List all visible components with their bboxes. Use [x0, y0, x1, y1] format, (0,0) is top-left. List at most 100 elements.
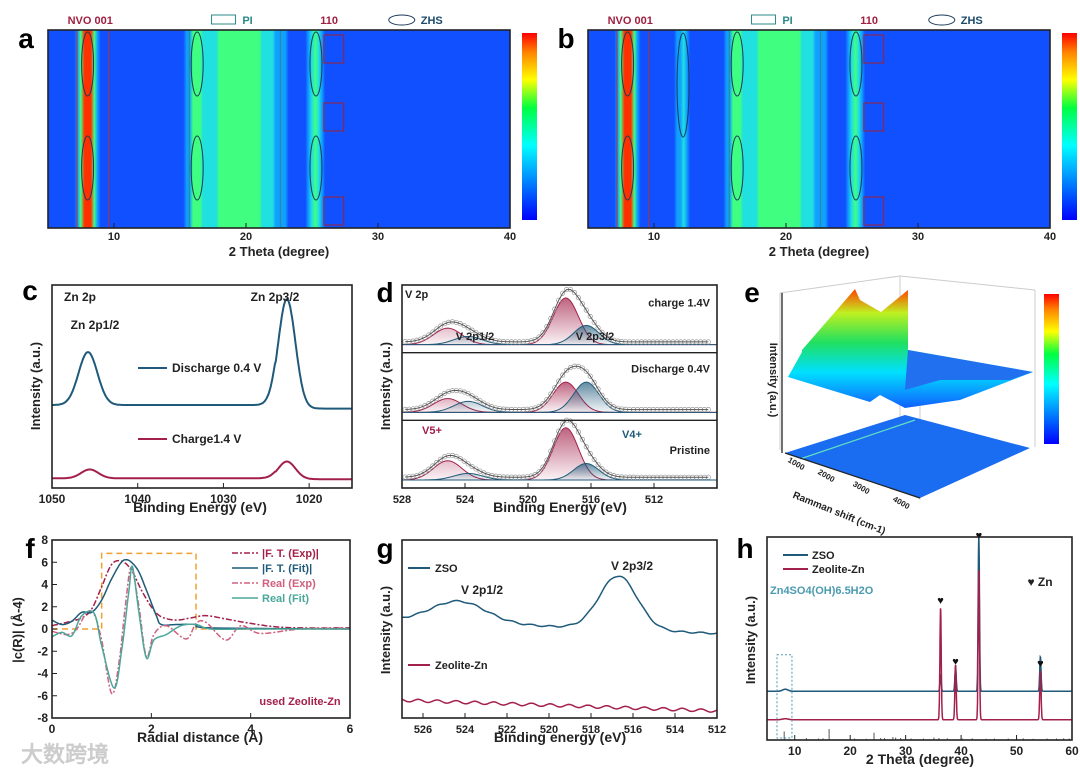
zhs-ellipse — [676, 32, 690, 138]
zhs-ellipse — [621, 135, 635, 201]
legend-label: ZSO — [435, 563, 458, 575]
data-point — [583, 307, 589, 313]
x-axis-title: 2 Theta (degree) — [866, 751, 974, 767]
data-point — [579, 301, 585, 307]
data-point — [438, 323, 444, 329]
panel-g: g ZSO Zeolite-Zn 526 524 522 520 518 516 514 512 V … — [376, 533, 726, 745]
x-tick-label: 524 — [456, 494, 475, 506]
panel-title: Zn 2p — [64, 290, 96, 304]
data-point — [591, 379, 597, 385]
series-line-0 — [52, 297, 352, 410]
data-point — [564, 367, 570, 374]
data-point — [548, 391, 554, 397]
legend-label: Zeolite-Zn — [812, 564, 865, 576]
data-point — [434, 395, 440, 402]
plane-110-box — [323, 34, 345, 64]
data-point — [540, 330, 546, 336]
panel-a: a 10 20 30 40 2 Theta (degree) NVO 001 PI 110 ZHS — [18, 14, 537, 259]
x-tick-label: 516 — [624, 724, 642, 736]
x-tick-label: 6 — [347, 722, 354, 736]
x-tick-label: 522 — [498, 724, 516, 736]
data-point — [579, 365, 585, 371]
plot-frame — [587, 29, 1051, 229]
zhs-ellipse — [190, 31, 204, 97]
x-tick-label: 4000 — [891, 494, 911, 511]
series-line-0 — [51, 559, 350, 629]
legend-pi: PI — [782, 15, 792, 27]
series-line-0 — [767, 537, 1072, 693]
panel-label: c — [22, 275, 38, 306]
data-point — [477, 332, 483, 338]
panel-label: f — [25, 533, 35, 564]
data-point — [575, 295, 581, 301]
y-tick-label: 2 — [41, 600, 48, 614]
legend-label: Charge1.4 V — [172, 432, 241, 446]
data-point — [536, 334, 542, 340]
panel-f: f |F. T. (Exp)| |F. T. (Fit)| Real (Exp) Rea… — [10, 533, 354, 767]
plane-110-box — [323, 102, 345, 132]
y-tick-label: 6 — [41, 555, 48, 569]
v4-fit-component — [401, 462, 717, 481]
data-point — [540, 464, 546, 470]
panel-label: b — [557, 23, 574, 54]
data-point — [422, 334, 428, 340]
data-point — [556, 297, 562, 303]
data-point — [430, 329, 436, 335]
data-point — [426, 466, 432, 472]
data-point — [575, 429, 581, 435]
zhs-ellipse — [81, 135, 95, 201]
zn-peak-marker: ♥ — [976, 530, 983, 542]
x-axis-title: 2 Theta (degree) — [229, 244, 329, 259]
x-tick-label: 512 — [645, 494, 663, 506]
x-tick-label: 30 — [912, 231, 924, 243]
colorbar — [1062, 33, 1077, 220]
plot-frame — [766, 536, 1073, 741]
data-point — [461, 323, 467, 329]
data-point — [457, 456, 463, 462]
spectrum-label: charge 1.4V — [648, 298, 710, 310]
sample-label: used Zeolite-Zn — [259, 696, 341, 708]
data-point — [544, 457, 550, 463]
data-point — [430, 463, 436, 469]
x-tick-label: 4 — [247, 722, 254, 736]
y-axis-title: Intensity (a.u.) — [378, 342, 393, 430]
x-tick-label: 520 — [519, 494, 537, 506]
data-point — [583, 444, 589, 450]
data-point — [536, 403, 542, 409]
y-axis-title: Intensity (a.u.) — [378, 586, 393, 674]
data-point — [469, 463, 475, 470]
panel-h: h ZSO Zeolite-Zn ♥ ♥ ♥ ♥ Zn4SO4(OH)6.5H2O ♥ Zn 10… — [736, 530, 1079, 767]
v4-label: V4+ — [622, 429, 642, 441]
zn-legend: ♥ Zn — [1027, 575, 1052, 589]
box-edge — [899, 275, 1036, 291]
envelope-line — [405, 365, 709, 411]
x-tick-label: 512 — [708, 724, 726, 736]
plane-110-box — [863, 102, 885, 132]
data-point — [560, 421, 566, 427]
data-point — [595, 325, 601, 331]
legend-nvo-001: NVO 001 — [68, 15, 113, 27]
legend-label: |F. T. (Exp)| — [262, 548, 319, 560]
data-point — [560, 290, 566, 296]
upper-surface-right — [905, 350, 1033, 390]
series-line-1 — [767, 569, 1072, 721]
panel-d: d charge 1.4V Discharge 0.4V Pristine 528 524… — [376, 277, 718, 515]
x-tick-label: 10 — [108, 231, 120, 243]
data-point — [603, 333, 609, 339]
data-point — [595, 386, 601, 392]
panel-label: e — [744, 277, 760, 308]
legend-zhs: ZHS — [421, 15, 443, 27]
data-point — [438, 393, 444, 399]
data-point — [422, 403, 428, 409]
z-axis-title: Intensity (a.u.) — [767, 343, 779, 418]
x-tick-label: 524 — [456, 724, 475, 736]
data-point — [418, 471, 424, 477]
data-point — [426, 401, 432, 407]
x-tick-label: 1020 — [296, 492, 323, 506]
data-point — [552, 306, 558, 312]
data-point — [434, 459, 440, 466]
data-point — [556, 378, 562, 384]
x-tick-label: 30 — [372, 231, 384, 243]
data-point — [532, 472, 538, 478]
